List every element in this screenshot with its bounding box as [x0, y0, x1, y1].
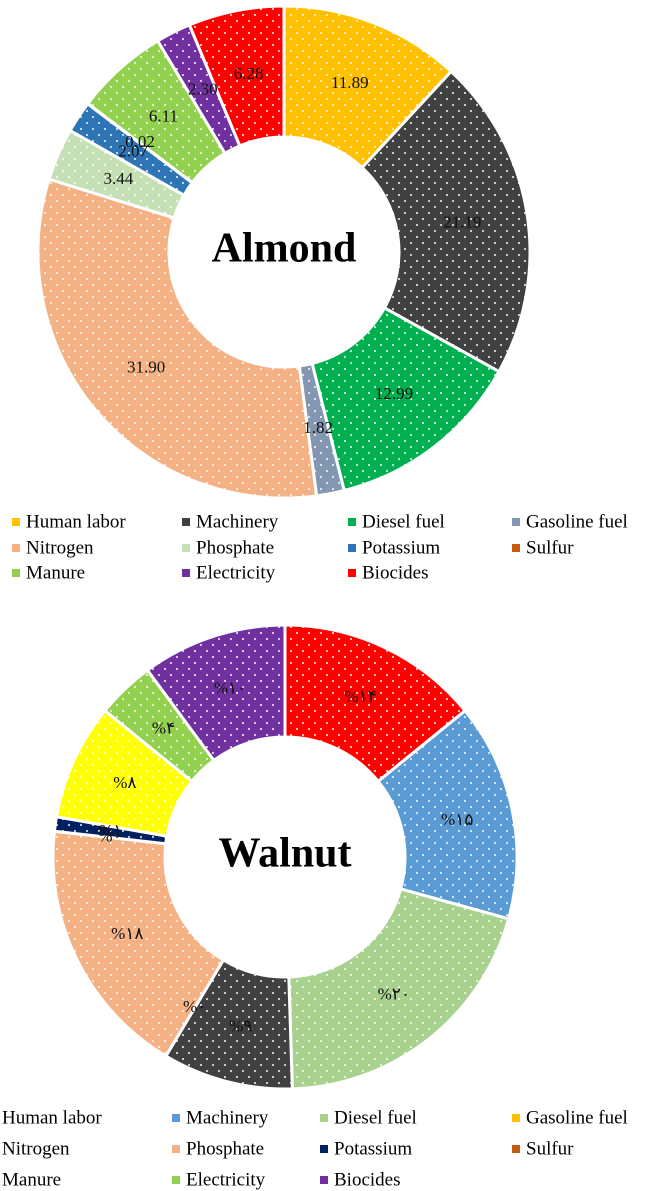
legend-label: Sulfur: [526, 1138, 574, 1159]
slice-texture: [189, 6, 284, 146]
slice-texture: [312, 307, 499, 491]
legend-marker: [320, 1176, 328, 1184]
value-label: 2.30: [188, 80, 218, 99]
slice-texture: [52, 831, 224, 1057]
legend-label: Diesel fuel: [334, 1107, 417, 1128]
legend-marker: [512, 1114, 520, 1122]
legend-marker: [182, 544, 190, 552]
value-label: %۱: [99, 821, 122, 840]
slice-texture: [285, 625, 466, 782]
legend-marker: [12, 569, 20, 577]
value-label: 0.02: [125, 132, 155, 151]
legend-label: Phosphate: [196, 537, 274, 558]
legend-label: Machinery: [196, 511, 279, 532]
legend-marker: [348, 569, 356, 577]
chart-title: Walnut: [218, 831, 351, 877]
slice-texture: [87, 40, 225, 183]
legend-marker: [512, 518, 520, 526]
value-label: %۹: [229, 1016, 252, 1035]
legend-marker: [348, 544, 356, 552]
value-label: %۲۰: [378, 984, 410, 1003]
value-label: 3.44: [103, 169, 133, 188]
legend-marker: [172, 1145, 180, 1153]
legend-marker: [182, 518, 190, 526]
value-label: 31.90: [127, 357, 165, 376]
legend-label: Biocides: [362, 562, 429, 583]
slice-texture: [70, 103, 193, 196]
legend-label: Potassium: [362, 537, 440, 558]
legend-label: Gasoline fuel: [526, 1107, 628, 1128]
legend-label: Biocides: [334, 1169, 401, 1190]
slice-texture: [49, 130, 185, 218]
legend-label: Diesel fuel: [362, 511, 445, 532]
legend-marker: [12, 544, 20, 552]
slice-texture: [378, 710, 517, 919]
legend-marker: [172, 1114, 180, 1122]
value-label: %۴: [152, 719, 175, 738]
slice-texture: [56, 710, 192, 837]
chart-title: Almond: [212, 226, 357, 272]
value-label: %۰: [183, 997, 206, 1016]
slice-texture: [147, 625, 285, 761]
value-label: %۱۸: [111, 924, 143, 943]
value-label: 21.19: [443, 212, 481, 231]
legend-marker: [320, 1114, 328, 1122]
legend-marker: [512, 1145, 520, 1153]
value-label: %۱۴: [344, 687, 376, 706]
legend-label: Human labor: [2, 1107, 102, 1128]
value-label: %۰: [98, 826, 121, 845]
legend-label: Manure: [2, 1169, 61, 1190]
value-label: %۱۵: [441, 810, 473, 829]
legend-label: Electricity: [186, 1169, 266, 1190]
legend-label: Nitrogen: [26, 537, 94, 558]
value-label: 6.28: [234, 64, 264, 83]
legend-label: Gasoline fuel: [526, 511, 628, 532]
slice-texture: [362, 71, 530, 372]
legend-marker: [320, 1145, 328, 1153]
legend-marker: [172, 1176, 180, 1184]
slice-texture: [165, 959, 293, 1089]
legend-label: Manure: [26, 562, 85, 583]
value-label: 11.89: [331, 73, 369, 92]
slice-texture: [284, 6, 452, 168]
slice-texture: [104, 670, 214, 782]
value-label: %۱۰: [214, 679, 246, 698]
legend-marker: [182, 569, 190, 577]
slice-texture: [157, 24, 240, 154]
value-label: 2.07: [118, 142, 148, 161]
legend-label: Phosphate: [186, 1138, 264, 1159]
slice-texture: [38, 179, 317, 498]
slice-texture: [299, 363, 345, 496]
legend-marker: [12, 518, 20, 526]
value-label: 6.11: [149, 107, 178, 126]
value-label: 1.82: [303, 418, 333, 437]
legend-marker: [348, 518, 356, 526]
legend-label: Electricity: [196, 562, 276, 583]
legend-label: Machinery: [186, 1107, 269, 1128]
value-label: %۸: [113, 773, 136, 792]
legend-label: Sulfur: [526, 537, 574, 558]
slice-texture: [288, 888, 509, 1089]
value-label: 12.99: [375, 384, 413, 403]
legend-label: Nitrogen: [2, 1138, 70, 1159]
legend-label: Potassium: [334, 1138, 412, 1159]
legend-marker: [512, 544, 520, 552]
slice-texture: [54, 816, 167, 844]
legend-label: Human labor: [26, 511, 126, 532]
